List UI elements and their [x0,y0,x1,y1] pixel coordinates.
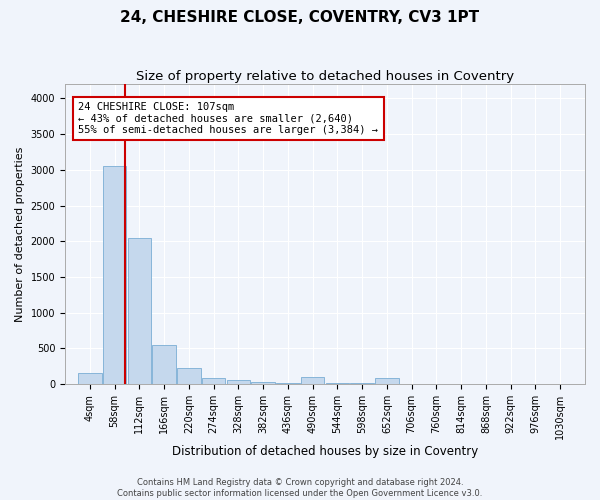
Bar [152,344,176,384]
Bar [326,383,349,384]
Text: Contains HM Land Registry data © Crown copyright and database right 2024.
Contai: Contains HM Land Registry data © Crown c… [118,478,482,498]
Bar [103,166,127,384]
Bar [202,378,226,384]
X-axis label: Distribution of detached houses by size in Coventry: Distribution of detached houses by size … [172,444,478,458]
Bar [227,380,250,384]
Bar [128,238,151,384]
Bar [301,377,325,384]
Bar [276,382,299,384]
Text: 24, CHESHIRE CLOSE, COVENTRY, CV3 1PT: 24, CHESHIRE CLOSE, COVENTRY, CV3 1PT [121,10,479,25]
Bar [375,378,398,384]
Bar [78,374,101,384]
Bar [177,368,200,384]
Bar [251,382,275,384]
Y-axis label: Number of detached properties: Number of detached properties [15,146,25,322]
Title: Size of property relative to detached houses in Coventry: Size of property relative to detached ho… [136,70,514,83]
Text: 24 CHESHIRE CLOSE: 107sqm
← 43% of detached houses are smaller (2,640)
55% of se: 24 CHESHIRE CLOSE: 107sqm ← 43% of detac… [79,102,379,135]
